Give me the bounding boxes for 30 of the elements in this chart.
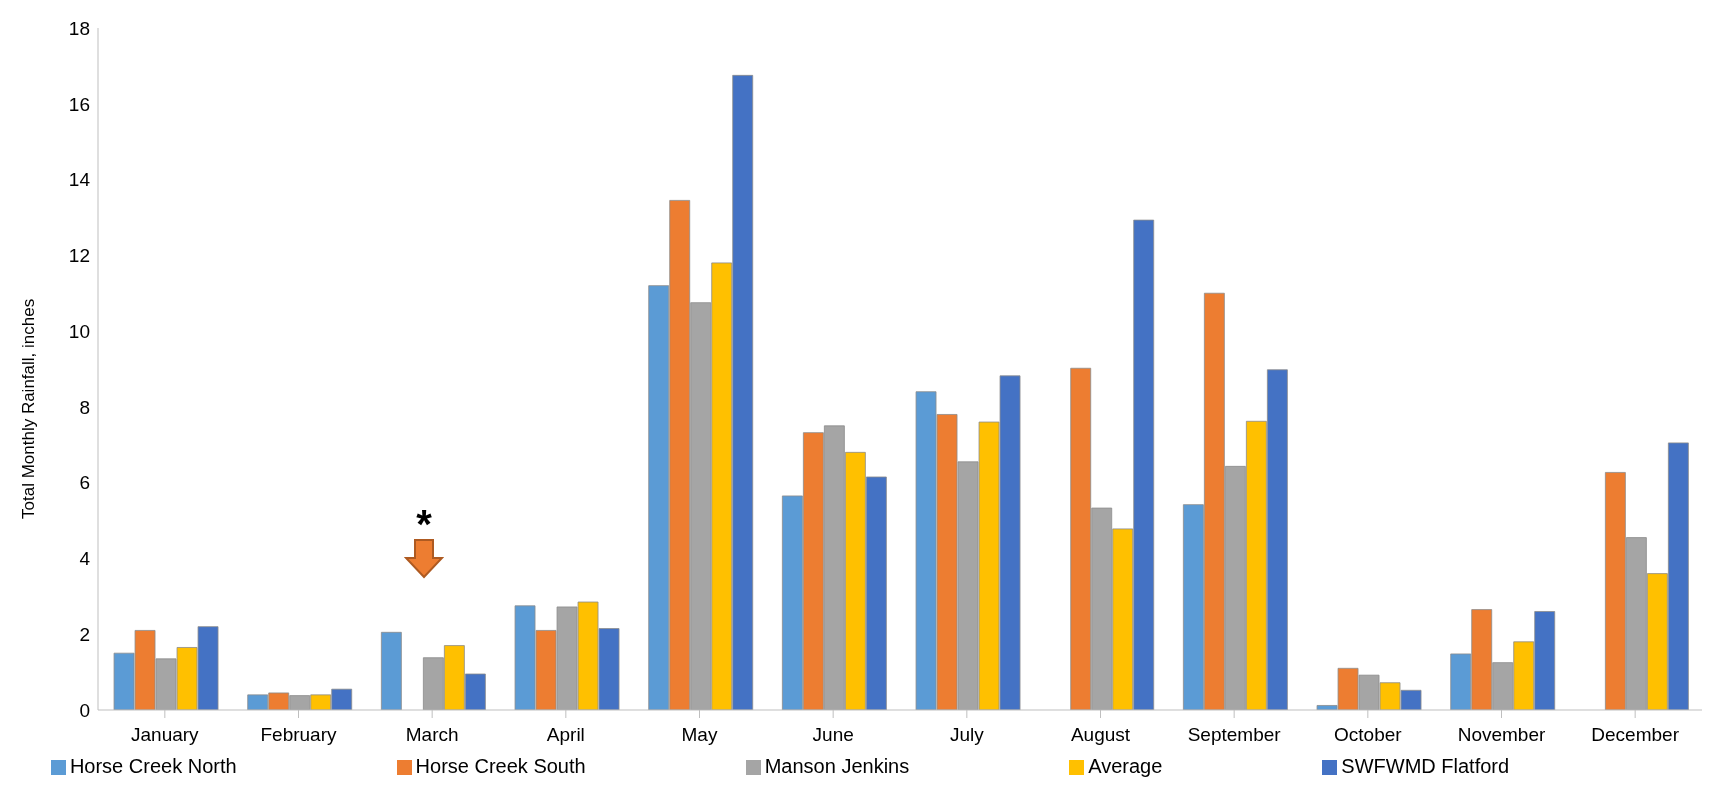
x-tick-label: March <box>405 724 459 746</box>
x-tick-label: January <box>131 724 200 746</box>
y-tick-label: 10 <box>68 320 90 342</box>
x-tick-label: April <box>546 724 585 746</box>
x-tick-label: June <box>812 724 854 746</box>
y-tick-label: 14 <box>68 169 91 191</box>
y-tick-label: 12 <box>68 245 90 267</box>
x-tick-label: December <box>1591 724 1680 746</box>
legend-label: Horse Creek South <box>415 755 586 777</box>
x-tick-label: May <box>681 724 718 746</box>
legend-label: SWFWMD Flatford <box>1341 755 1510 777</box>
y-tick-label: 16 <box>68 93 90 115</box>
legend-label: Average <box>1088 755 1163 777</box>
y-tick-label: 2 <box>79 623 90 645</box>
legend-label: Horse Creek North <box>69 755 237 777</box>
y-tick-label: 0 <box>79 699 90 721</box>
x-tick-label: February <box>260 724 338 746</box>
x-tick-label: November <box>1457 724 1546 746</box>
y-axis-title: Total Monthly Rainfall, inches <box>19 298 39 519</box>
x-tick-label: July <box>949 724 985 746</box>
x-tick-label: October <box>1334 724 1403 746</box>
y-tick-label: 4 <box>79 548 91 570</box>
y-tick-label: 6 <box>79 472 90 494</box>
annotation: * <box>415 502 433 546</box>
bar <box>380 631 402 710</box>
x-tick-label: September <box>1187 724 1282 746</box>
legend-label: Manson Jenkins <box>764 755 910 777</box>
y-tick-label: 18 <box>68 17 90 39</box>
y-tick-label: 8 <box>79 396 90 418</box>
x-tick-label: August <box>1070 724 1131 746</box>
